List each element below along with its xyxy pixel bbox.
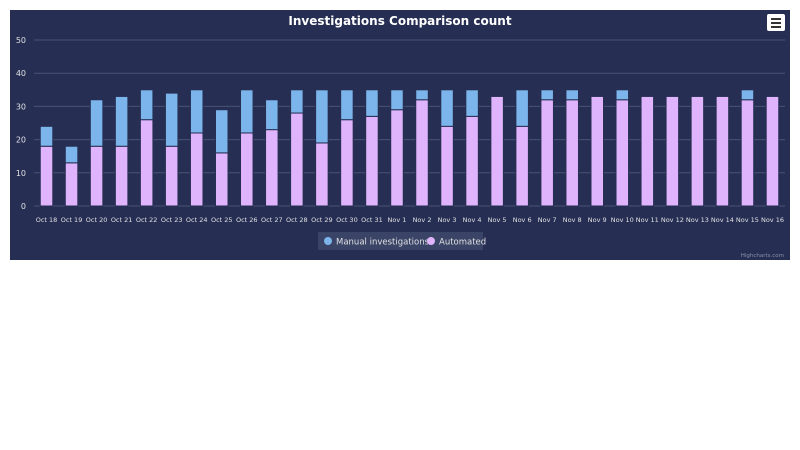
x-tick-label: Nov 2: [413, 216, 432, 224]
bar-manual: [240, 89, 254, 134]
x-tick-label: Oct 24: [186, 216, 208, 224]
hamburger-menu-icon[interactable]: [767, 14, 785, 31]
bar-manual: [139, 89, 154, 121]
x-tick-label: Nov 7: [538, 216, 557, 224]
stacked-bar-chart: Investigations Comparison count 0 10 20 30 40…: [16, 14, 785, 259]
bar-manual: [114, 95, 129, 147]
x-tick-label: Nov 10: [611, 216, 634, 224]
bar-automated: [640, 95, 655, 207]
x-tick-label: Oct 20: [86, 216, 108, 224]
bar-automated: [440, 125, 454, 207]
bar-manual: [465, 89, 479, 117]
bar-automated: [515, 125, 529, 207]
x-tick-label: Oct 26: [236, 216, 258, 224]
bar-automated: [465, 115, 479, 207]
legend-marker-automated: [427, 237, 435, 245]
bar-manual: [189, 89, 204, 134]
x-tick-label: Nov 9: [588, 216, 607, 224]
bar-automated: [765, 95, 780, 207]
bar-automated: [315, 142, 329, 207]
x-tick-label: Nov 8: [563, 216, 582, 224]
y-tick-label: 40: [16, 69, 26, 78]
bar-manual: [415, 89, 429, 101]
x-tick-label: Nov 5: [488, 216, 507, 224]
bar-automated: [540, 99, 554, 207]
bar-automated: [665, 95, 680, 207]
bar-manual: [39, 125, 54, 147]
bar-manual: [440, 89, 454, 127]
bar-automated: [89, 145, 104, 207]
bar-manual: [164, 92, 179, 147]
x-tick-label: Oct 27: [261, 216, 283, 224]
y-tick-label: 0: [21, 202, 26, 211]
x-tick-label: Oct 21: [111, 216, 133, 224]
x-tick-label: Nov 11: [636, 216, 659, 224]
y-tick-label: 10: [16, 169, 26, 178]
x-tick-label: Oct 31: [361, 216, 383, 224]
bar-automated: [690, 95, 705, 207]
x-tick-label: Oct 29: [311, 216, 333, 224]
bar-manual: [315, 89, 329, 144]
chart-title: Investigations Comparison count: [288, 14, 511, 28]
x-tick-label: Nov 4: [463, 216, 482, 224]
bar-automated: [565, 99, 579, 207]
x-tick-label: Nov 1: [388, 216, 407, 224]
bar-manual: [390, 89, 404, 111]
x-tick-label: Nov 12: [661, 216, 684, 224]
credits-link: Highcharts.com: [741, 253, 784, 259]
bar-automated: [39, 145, 54, 207]
bar-manual: [365, 89, 379, 117]
bar-manual: [265, 99, 279, 131]
bar-automated: [240, 132, 254, 207]
chart-container: Investigations Comparison count 0 10 20 30 40…: [10, 10, 790, 260]
x-tick-label: Nov 13: [686, 216, 709, 224]
legend-marker-manual: [324, 237, 332, 245]
bar-manual: [214, 109, 229, 154]
bar-automated: [590, 95, 605, 207]
x-tick-label: Nov 15: [736, 216, 759, 224]
bar-manual: [615, 89, 630, 101]
legend-item-manual: Manual investigations: [336, 238, 430, 248]
bar-manual: [540, 89, 554, 101]
legend-item-automated: Automated: [439, 238, 486, 248]
y-tick-label: 50: [16, 36, 26, 45]
bar-automated: [415, 99, 429, 207]
x-tick-label: Oct 23: [161, 216, 183, 224]
x-tick-label: Nov 6: [513, 216, 532, 224]
bar-automated: [365, 115, 379, 207]
x-tick-label: Oct 25: [211, 216, 233, 224]
x-tick-label: Oct 30: [336, 216, 358, 224]
bar-automated: [265, 129, 279, 207]
bar-automated: [740, 99, 755, 207]
bar-automated: [164, 145, 179, 207]
bar-manual: [290, 89, 304, 114]
x-tick-label: Nov 14: [711, 216, 734, 224]
bar-manual: [89, 99, 104, 147]
x-tick-label: Nov 3: [438, 216, 457, 224]
bar-automated: [214, 152, 229, 207]
bar-manual: [340, 89, 354, 121]
bar-automated: [290, 112, 304, 207]
y-tick-label: 20: [16, 136, 26, 145]
bar-manual: [515, 89, 529, 127]
bar-automated: [615, 99, 630, 207]
bar-automated: [189, 132, 204, 207]
x-tick-label: Nov 16: [761, 216, 784, 224]
bar-manual: [740, 89, 755, 101]
bar-automated: [114, 145, 129, 207]
bar-automated: [139, 119, 154, 207]
bar-manual: [64, 145, 79, 164]
bar-automated: [64, 162, 79, 207]
bar-automated: [340, 119, 354, 207]
x-tick-label: Oct 22: [136, 216, 158, 224]
x-tick-label: Oct 19: [61, 216, 83, 224]
legend-box: [318, 232, 483, 250]
bar-automated: [715, 95, 730, 207]
bar-manual: [565, 89, 579, 101]
bar-automated: [490, 95, 504, 207]
y-tick-label: 30: [16, 102, 26, 111]
x-tick-label: Oct 28: [286, 216, 308, 224]
bar-automated: [390, 109, 404, 207]
x-tick-label: Oct 18: [36, 216, 58, 224]
